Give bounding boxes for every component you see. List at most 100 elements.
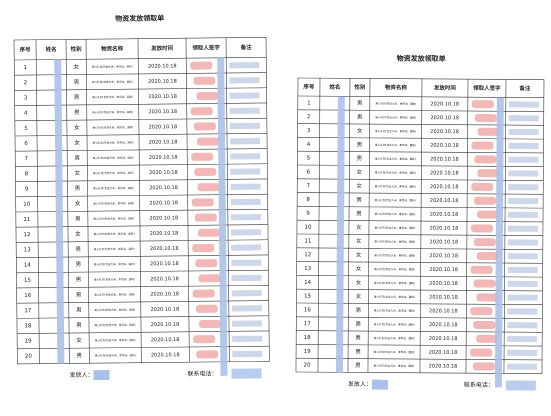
table-cell: 男 — [356, 321, 362, 328]
signature-mark — [195, 304, 218, 313]
column-line — [367, 78, 371, 373]
signature-mark — [198, 274, 221, 283]
signature-mark — [190, 61, 213, 70]
table-cell: 男 — [74, 79, 80, 86]
table-cell: 12 — [24, 232, 31, 238]
table-cell: 4 — [307, 142, 311, 148]
table-cell: 1 — [24, 65, 28, 71]
table-cell: 男 — [357, 100, 363, 107]
column-line — [503, 79, 507, 374]
table-cell: 爱心礼包(包含大米、食用油、面粉) — [375, 170, 416, 174]
signature-mark — [193, 122, 216, 131]
blurred-phone — [231, 368, 262, 379]
table-cell: 女 — [75, 199, 81, 207]
table-cell: 男 — [74, 109, 80, 116]
signature-mark — [477, 169, 500, 178]
blurred-note — [229, 62, 260, 69]
signature-mark — [194, 167, 217, 177]
header-cell: 性别 — [70, 45, 83, 53]
table-cell: 爱心礼包(包含大米、食用油、面粉) — [93, 171, 134, 175]
table-cell: 5 — [24, 126, 28, 132]
signature-mark — [474, 113, 497, 123]
blurred-note — [507, 335, 538, 343]
table-cell: 2020.10.18 — [149, 139, 178, 145]
table-cell: 2020.10.18 — [150, 291, 179, 297]
table-cell: 男 — [75, 246, 81, 253]
signature-mark — [191, 198, 214, 207]
signature-mark — [192, 289, 215, 298]
footer-phone: 联系电话： — [187, 369, 217, 377]
signature-mark — [476, 334, 499, 343]
blurred-note — [507, 253, 538, 260]
header-cell: 物资名称 — [101, 44, 124, 52]
table-cell: 爱心礼包(包含大米、食用油、面粉) — [375, 198, 416, 202]
signature-mark — [470, 265, 493, 274]
table-cell: 爱心礼包(包含大米、食用油、面粉) — [374, 239, 415, 243]
signature-mark — [470, 307, 493, 316]
table-cell: 爱心礼包(包含大米、食用油、面粉) — [374, 295, 415, 299]
blurred-note — [230, 198, 261, 206]
table-cell: 13 — [304, 266, 312, 272]
table-cell: 2020.10.18 — [150, 215, 179, 221]
table-cell: 爱心礼包(包含大米、食用油、面粉) — [95, 338, 136, 342]
footer-issuer: 发放人： — [348, 380, 372, 388]
sheet: 物资发放领取单序号 姓名 性别 物资名称 发放时间 领取人签字 备注1 女爱心礼包(包含大米、… — [1, 0, 282, 400]
signature-mark — [194, 213, 217, 222]
header-cell: 姓名 — [328, 83, 340, 91]
table-cell: 2020.10.18 — [149, 124, 178, 130]
blur-bar — [335, 96, 345, 373]
table-cell: 爱心礼包(包含大米、食用油、面粉) — [94, 232, 135, 236]
table-cell: 2020.10.18 — [430, 184, 459, 190]
blurred-note — [230, 153, 261, 160]
blur-bar — [54, 59, 65, 364]
blurred-note — [508, 101, 539, 108]
table-cell: 男 — [355, 334, 361, 341]
column-line — [85, 39, 90, 364]
table-cell: 2020.10.18 — [430, 226, 459, 232]
table-cell: 6 — [307, 169, 311, 175]
table-cell: 爱心礼包(包含大米、食用油、面粉) — [374, 253, 415, 257]
blurred-note — [508, 156, 539, 163]
blurred-note — [507, 225, 538, 232]
signature-mark — [477, 210, 500, 219]
signature-mark — [196, 91, 219, 101]
column-line — [137, 38, 142, 363]
header-cell: 发放时间 — [150, 44, 174, 52]
blurred-note — [508, 115, 539, 122]
table-cell: 爱心礼包(包含大米、食用油、面粉) — [374, 336, 415, 340]
blurred-name — [371, 379, 388, 390]
signature-mark — [470, 348, 493, 357]
table-cell: 2020.10.18 — [149, 200, 178, 206]
blurred-note — [507, 322, 538, 329]
table-cell: 男 — [357, 141, 363, 148]
signature-mark — [190, 107, 213, 116]
table-cell: 男 — [357, 114, 363, 121]
table-cell: 2020.10.18 — [429, 308, 458, 314]
header-cell: 发放时间 — [433, 83, 457, 91]
signature-mark — [193, 76, 216, 85]
signature-mark — [473, 279, 496, 288]
table-cell: 3 — [24, 95, 28, 101]
table-cell: 女 — [76, 336, 82, 344]
table-cell: 爱心礼包(包含大米、食用油、面粉) — [92, 64, 133, 68]
header-cell: 备注 — [240, 43, 253, 51]
table-cell: 女 — [356, 223, 362, 231]
table-cell: 女 — [73, 62, 79, 70]
footer-phone: 联系电话： — [464, 381, 494, 389]
table-cell: 爱心礼包(包含大米、食用油、面粉) — [93, 201, 134, 205]
blurred-note — [508, 197, 539, 205]
table-cell: 9 — [306, 211, 310, 217]
table-cell: 2020.10.18 — [430, 101, 459, 107]
column-line — [65, 39, 70, 364]
column-line — [419, 78, 423, 373]
blurred-note — [230, 138, 261, 145]
table-cell: 5 — [307, 156, 311, 162]
table-cell: 女 — [74, 138, 80, 146]
signature-mark — [473, 320, 496, 330]
table-cell: 女 — [357, 126, 363, 134]
table-cell: 爱心礼包(包含大米、食用油、面粉) — [92, 125, 133, 129]
signature-mark — [192, 243, 215, 253]
blurred-note — [507, 308, 538, 315]
table-cell: 18 — [24, 323, 32, 329]
